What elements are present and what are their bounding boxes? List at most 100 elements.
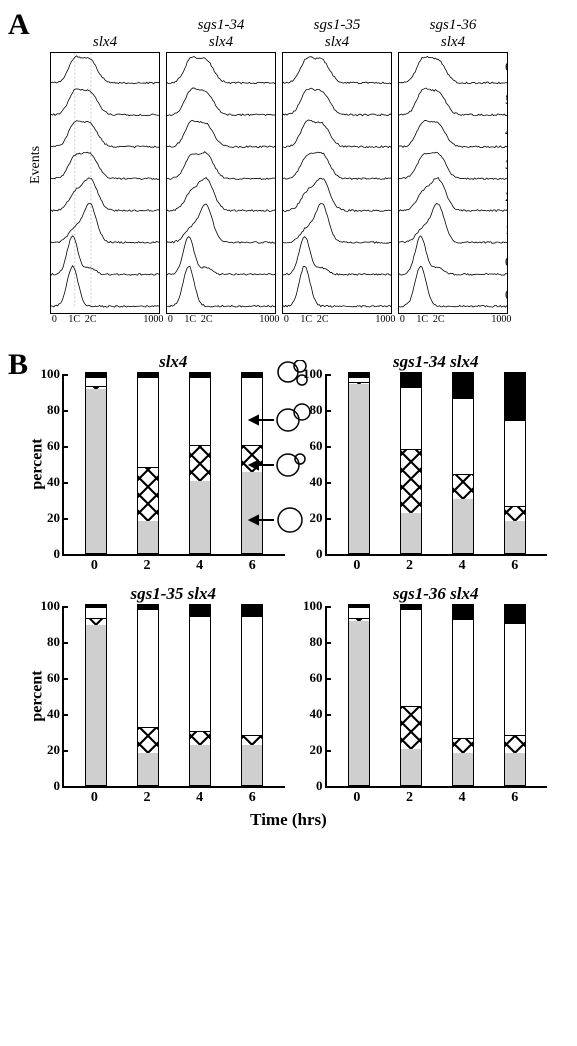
flow-cytometry-row: slx401C2C1000sgs1-34slx401C2C1000sgs1-35…: [50, 14, 567, 328]
bar-segment-white: [138, 609, 158, 728]
bar-segment-black: [453, 373, 473, 398]
chart-axes: 020406080100percent: [62, 374, 285, 556]
bar-segment-hatch: [349, 382, 369, 384]
bar-segment-hatch: [453, 738, 473, 752]
x-ticks: 0246: [325, 790, 548, 806]
flow-column: sgs1-36slx4 6 hr5 hr4 hr3 hr2 hr1 hr0.5 h…: [398, 14, 508, 328]
chart-title: sgs1-34 slx4: [325, 352, 548, 372]
bar-segment-white: [190, 616, 210, 731]
stacked-bar: [241, 372, 263, 554]
bar-segment-white: [505, 420, 525, 506]
chart-title: sgs1-36 slx4: [325, 584, 548, 604]
chart-axes: 020406080100: [325, 374, 548, 556]
y-ticks: 020406080100: [293, 374, 323, 554]
bar-segment-white: [349, 607, 369, 618]
time-labels: 6 hr5 hr4 hr3 hr2 hr1 hr0.5 hr0 hr: [505, 53, 508, 313]
x-ticks: 0246: [62, 558, 285, 574]
stacked-bar: [189, 372, 211, 554]
bar-segment-gray: [190, 745, 210, 785]
bar-segment-black: [453, 605, 473, 619]
y-ticks: 020406080100: [293, 606, 323, 786]
stacked-bar: [452, 604, 474, 786]
stacked-bar: [241, 604, 263, 786]
bar-segment-gray: [349, 621, 369, 785]
bar-segment-gray: [138, 753, 158, 785]
bar-segment-white: [138, 377, 158, 467]
bar-segment-gray: [453, 753, 473, 785]
bar-segment-white: [505, 623, 525, 735]
bar-segment-hatch: [138, 727, 158, 752]
bar-segment-gray: [401, 513, 421, 553]
flow-xticks: 01C2C1000: [50, 314, 160, 328]
panel-a-label: A: [8, 8, 30, 42]
bar-segment-white: [242, 616, 262, 735]
flow-column: sgs1-35slx4 01C2C1000: [282, 14, 392, 328]
flow-xticks: 01C2C1000: [282, 314, 392, 328]
stacked-bar: [137, 372, 159, 554]
figure: A Events slx401C2C1000sgs1-34slx401C2C10…: [10, 14, 567, 830]
stacked-bar: [348, 604, 370, 786]
bar-segment-hatch: [505, 506, 525, 520]
stacked-bar-chart: slx4020406080100percent: [62, 352, 285, 574]
bar-segment-hatch: [505, 735, 525, 753]
stacked-bar: [85, 604, 107, 786]
bar-segment-gray: [86, 389, 106, 553]
bar-segment-gray: [401, 749, 421, 785]
x-ticks: 0246: [325, 558, 548, 574]
bar-segment-white: [86, 377, 106, 386]
flow-column-title: sgs1-34slx4: [166, 14, 276, 50]
bar-segment-hatch: [349, 618, 369, 622]
bar-segment-hatch: [86, 618, 106, 625]
flow-box: [282, 52, 392, 314]
bar-segment-black: [401, 373, 421, 387]
percent-y-label: percent: [29, 438, 47, 489]
stacked-bar-chart: sgs1-34 slx4020406080100 0246: [325, 352, 548, 574]
bar-segment-hatch: [453, 474, 473, 499]
stacked-bar-chart: sgs1-36 slx40204060801000246: [325, 584, 548, 806]
flow-box: 6 hr5 hr4 hr3 hr2 hr1 hr0.5 hr0 hr: [398, 52, 508, 314]
stacked-bar: [400, 372, 422, 554]
bar-segment-hatch: [138, 467, 158, 521]
bar-segment-hatch: [190, 445, 210, 481]
flow-column-title: sgs1-35slx4: [282, 14, 392, 50]
bar-segment-white: [242, 377, 262, 445]
bar-segment-hatch: [401, 706, 421, 749]
stacked-bar: [348, 372, 370, 554]
panel-b-label: B: [8, 348, 28, 382]
time-x-label: Time (hrs): [10, 810, 567, 830]
bar-segment-black: [505, 605, 525, 623]
flow-column: slx4 01C2C1000: [50, 14, 160, 328]
bar-segment-gray: [138, 521, 158, 553]
bar-segment-gray: [349, 384, 369, 553]
bar-segment-gray: [86, 625, 106, 785]
stacked-bar: [452, 372, 474, 554]
panel-a: A Events slx401C2C1000sgs1-34slx401C2C10…: [10, 14, 567, 328]
stacked-bar: [504, 604, 526, 786]
stacked-bar-chart: sgs1-35 slx4020406080100percent0246: [62, 584, 285, 806]
x-ticks: 0246: [62, 790, 285, 806]
bar-segment-black: [242, 605, 262, 616]
stacked-bar: [189, 604, 211, 786]
flow-column-title: slx4: [50, 14, 160, 50]
flow-column-title: sgs1-36slx4: [398, 14, 508, 50]
bar-segment-hatch: [242, 735, 262, 746]
bar-segment-black: [505, 373, 525, 420]
bar-segment-white: [453, 619, 473, 738]
bar-segment-hatch: [190, 731, 210, 745]
bar-segment-white: [401, 387, 421, 448]
stacked-bar: [400, 604, 422, 786]
flow-xticks: 01C2C1000: [398, 314, 508, 328]
stacked-bar: [85, 372, 107, 554]
flow-box: [166, 52, 276, 314]
bar-segment-black: [190, 605, 210, 616]
stacked-bar: [137, 604, 159, 786]
bar-segment-hatch: [86, 386, 106, 390]
panel-b: B slx4020406080100percent: [10, 352, 567, 830]
bar-segment-gray: [242, 472, 262, 553]
bar-segment-gray: [242, 745, 262, 785]
bar-chart-grid: slx4020406080100percent: [62, 352, 547, 806]
bar-segment-white: [453, 398, 473, 474]
flow-box: [50, 52, 160, 314]
bar-segment-gray: [190, 481, 210, 553]
bar-segment-hatch: [401, 449, 421, 514]
